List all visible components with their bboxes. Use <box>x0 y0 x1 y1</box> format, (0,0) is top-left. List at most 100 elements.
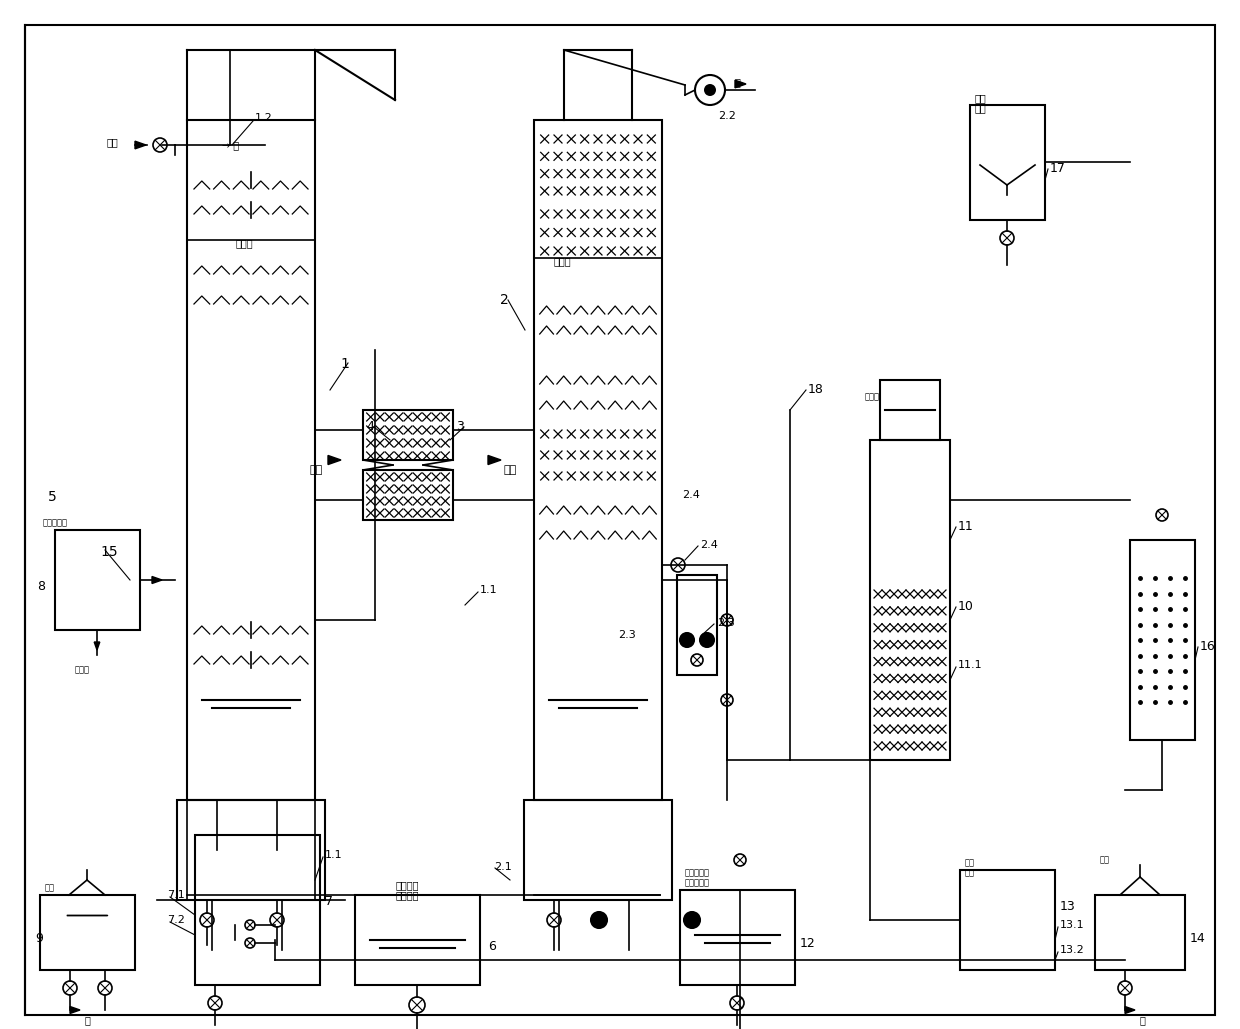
Bar <box>363 470 453 520</box>
Text: 烟尘格: 烟尘格 <box>554 256 572 267</box>
Circle shape <box>153 138 167 152</box>
Text: 3: 3 <box>456 420 464 433</box>
Circle shape <box>246 938 255 948</box>
Text: 7: 7 <box>325 895 334 908</box>
Text: 氨液: 氨液 <box>975 93 987 103</box>
Bar <box>880 380 940 440</box>
Text: 液: 液 <box>86 1015 91 1025</box>
Circle shape <box>720 694 733 706</box>
Text: 氨液: 氨液 <box>975 103 987 113</box>
Circle shape <box>200 913 215 927</box>
Circle shape <box>98 981 112 995</box>
Text: 液位: 液位 <box>45 883 55 892</box>
Bar <box>680 890 795 985</box>
Text: → 氨: → 氨 <box>222 140 239 150</box>
Circle shape <box>591 912 608 928</box>
Text: 氨液泵: 氨液泵 <box>866 392 880 401</box>
Circle shape <box>547 913 560 927</box>
Bar <box>363 410 453 460</box>
Polygon shape <box>1125 1006 1135 1014</box>
Text: 氨液配置: 氨液配置 <box>396 880 419 890</box>
Bar <box>195 835 320 985</box>
Text: 1.2: 1.2 <box>255 113 273 123</box>
Bar <box>177 800 325 900</box>
Polygon shape <box>69 1006 81 1014</box>
Circle shape <box>63 981 77 995</box>
Circle shape <box>270 913 284 927</box>
Bar <box>970 105 1045 220</box>
Bar <box>677 575 717 675</box>
Text: 2.3: 2.3 <box>618 630 636 640</box>
Text: 11: 11 <box>959 520 973 533</box>
Text: 2.4: 2.4 <box>701 540 718 549</box>
Circle shape <box>704 84 715 96</box>
Bar <box>960 870 1055 970</box>
Text: 1.1: 1.1 <box>325 850 342 860</box>
Text: 液: 液 <box>1140 1015 1146 1025</box>
Text: 6: 6 <box>489 941 496 953</box>
Text: 8: 8 <box>37 580 45 593</box>
Text: 烟尘格: 烟尘格 <box>236 238 254 248</box>
Text: 17: 17 <box>1050 162 1066 175</box>
Circle shape <box>730 996 744 1010</box>
Text: 气液分离器: 气液分离器 <box>43 518 68 527</box>
Text: 液位: 液位 <box>965 868 975 877</box>
Text: 14: 14 <box>1190 932 1205 945</box>
Polygon shape <box>153 576 162 583</box>
Text: 5: 5 <box>48 490 57 504</box>
Text: 烟气: 烟气 <box>503 465 516 475</box>
Text: 9: 9 <box>35 932 43 945</box>
Text: 氨液: 氨液 <box>107 137 118 147</box>
Polygon shape <box>329 456 341 464</box>
Text: 氨液泵: 氨液泵 <box>74 665 89 674</box>
Bar <box>187 120 315 800</box>
Circle shape <box>680 633 694 647</box>
Text: 18: 18 <box>808 383 823 396</box>
Text: 2.4: 2.4 <box>682 490 699 500</box>
Text: 液位: 液位 <box>1100 855 1110 864</box>
Text: 7.2: 7.2 <box>167 915 185 925</box>
Text: 液位: 液位 <box>965 858 975 867</box>
Text: 7.1: 7.1 <box>167 890 185 900</box>
Circle shape <box>1118 981 1132 995</box>
Text: 2.3: 2.3 <box>717 618 735 628</box>
Circle shape <box>409 997 425 1013</box>
Circle shape <box>684 912 701 928</box>
Bar <box>1095 895 1185 970</box>
Circle shape <box>694 75 725 105</box>
Text: 2.2: 2.2 <box>718 111 735 121</box>
Bar <box>870 440 950 760</box>
Text: 16: 16 <box>1200 640 1215 653</box>
Polygon shape <box>94 642 99 650</box>
Bar <box>55 530 140 630</box>
Text: 1: 1 <box>340 357 348 371</box>
Circle shape <box>720 614 733 626</box>
Bar <box>40 895 135 970</box>
Circle shape <box>701 633 714 647</box>
Bar <box>1130 540 1195 740</box>
Circle shape <box>999 230 1014 245</box>
Polygon shape <box>135 141 146 149</box>
Text: 循环氨液泵: 循环氨液泵 <box>684 868 711 877</box>
Text: 烟气: 烟气 <box>310 465 324 475</box>
Text: 11.1: 11.1 <box>959 660 982 670</box>
Text: 4: 4 <box>366 420 374 433</box>
Text: 风: 风 <box>735 77 740 87</box>
Circle shape <box>691 654 703 666</box>
Circle shape <box>671 558 684 572</box>
Text: 15: 15 <box>100 545 118 559</box>
Bar <box>525 800 672 900</box>
Text: 2: 2 <box>500 293 508 307</box>
Text: 13.2: 13.2 <box>1060 945 1085 955</box>
Text: 12: 12 <box>800 937 816 950</box>
Bar <box>534 120 662 800</box>
Circle shape <box>246 920 255 930</box>
Bar <box>355 895 480 985</box>
Text: 13: 13 <box>1060 900 1076 913</box>
Text: 循环氨液泵: 循环氨液泵 <box>684 878 711 887</box>
Text: 1.1: 1.1 <box>480 586 497 595</box>
Text: 13.1: 13.1 <box>1060 920 1085 930</box>
Circle shape <box>208 996 222 1010</box>
Polygon shape <box>735 80 746 87</box>
Text: 10: 10 <box>959 600 973 613</box>
